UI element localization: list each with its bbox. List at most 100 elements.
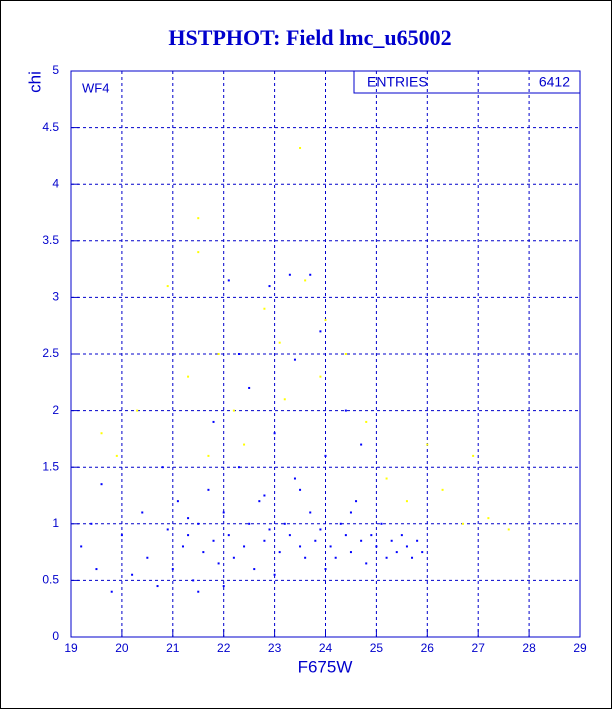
y-tick-label: 0.5	[42, 573, 59, 587]
point	[380, 522, 383, 525]
point	[95, 568, 98, 571]
plot-frame	[70, 70, 581, 638]
point	[309, 511, 312, 514]
point	[395, 551, 398, 554]
point	[80, 545, 83, 548]
y-tick-label: 4	[52, 176, 59, 190]
point	[385, 556, 388, 559]
point	[319, 330, 322, 333]
x-tick-label: 27	[472, 641, 486, 655]
point	[263, 539, 266, 542]
y-tick-label: 4.5	[42, 120, 59, 134]
y-tick-label: 0	[52, 629, 59, 643]
point	[278, 341, 281, 344]
point	[227, 279, 230, 282]
point	[370, 534, 373, 537]
point	[197, 251, 200, 254]
point	[324, 319, 327, 322]
point	[293, 477, 296, 480]
point	[248, 522, 251, 525]
x-tick-label: 28	[522, 641, 536, 655]
point	[324, 454, 327, 457]
point	[355, 500, 358, 503]
point	[314, 539, 317, 542]
point	[187, 534, 190, 537]
point	[232, 556, 235, 559]
point	[161, 466, 164, 469]
y-tick-label: 3.5	[42, 233, 59, 247]
point	[283, 398, 286, 401]
point	[217, 353, 220, 355]
point	[507, 528, 510, 531]
point	[299, 146, 302, 149]
point	[222, 585, 225, 588]
chart-title: HSTPHOT: Field lmc_u65002	[168, 25, 451, 50]
point	[405, 545, 408, 548]
point	[268, 528, 271, 531]
point	[202, 551, 205, 554]
point	[344, 353, 347, 355]
point	[232, 409, 235, 412]
point	[90, 522, 93, 525]
point	[441, 488, 444, 491]
point	[273, 573, 276, 576]
annotation: WF4	[82, 80, 109, 95]
point	[253, 568, 256, 571]
point	[360, 443, 363, 446]
point	[243, 443, 246, 446]
point	[416, 539, 419, 542]
point	[263, 307, 266, 310]
point	[120, 534, 123, 537]
x-tick-label: 19	[64, 641, 78, 655]
point	[197, 217, 200, 220]
point	[187, 375, 190, 378]
point	[339, 522, 342, 525]
y-tick-label: 2	[52, 403, 59, 417]
point	[390, 539, 393, 542]
point	[166, 528, 169, 531]
point	[360, 539, 363, 542]
point	[349, 511, 352, 514]
x-tick-label: 21	[166, 641, 180, 655]
point	[324, 568, 327, 571]
point	[181, 545, 184, 548]
x-axis-label: F675W	[298, 657, 353, 676]
point	[248, 386, 251, 389]
point	[283, 522, 286, 525]
point	[400, 534, 403, 537]
point	[344, 534, 347, 537]
point	[268, 285, 271, 288]
x-tick-label: 26	[421, 641, 435, 655]
point	[192, 579, 195, 582]
point	[110, 590, 113, 593]
point	[243, 545, 246, 548]
x-tick-label: 24	[319, 641, 333, 655]
point	[329, 545, 332, 548]
x-tick-label: 29	[573, 641, 587, 655]
point	[171, 568, 174, 571]
point	[299, 488, 302, 491]
point	[319, 528, 322, 531]
point	[207, 488, 210, 491]
y-tick-label: 1	[52, 516, 59, 530]
stats-value: 6412	[539, 74, 570, 90]
point	[304, 556, 307, 559]
point	[309, 273, 312, 276]
point	[349, 551, 352, 554]
x-tick-label: 20	[115, 641, 129, 655]
point	[411, 556, 414, 559]
point	[131, 573, 134, 576]
point	[217, 562, 220, 565]
point	[100, 432, 103, 435]
y-tick-label: 5	[52, 63, 59, 77]
point	[288, 534, 291, 537]
point	[197, 590, 200, 593]
point	[293, 358, 296, 361]
point	[212, 539, 215, 542]
point	[375, 545, 378, 548]
point	[426, 443, 429, 446]
point	[207, 454, 210, 457]
point	[115, 454, 118, 457]
point	[487, 517, 490, 520]
x-tick-label: 22	[217, 641, 231, 655]
